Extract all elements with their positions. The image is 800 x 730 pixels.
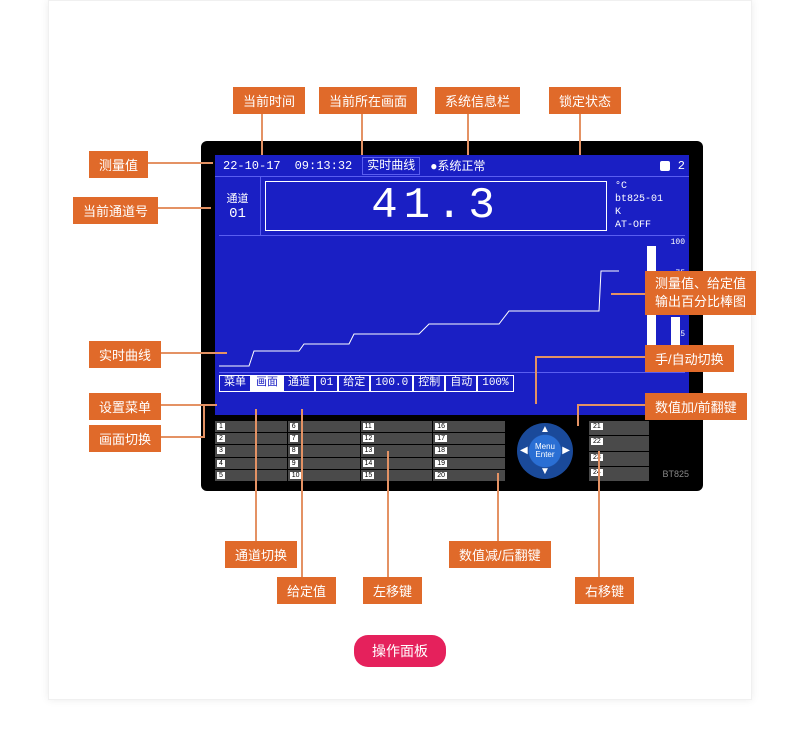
num-key-16[interactable]: 16 <box>433 421 505 432</box>
num-key-12[interactable]: 12 <box>361 433 433 444</box>
dpad: Menu Enter ▲ ▼ ◀ ▶ <box>505 421 585 481</box>
num-key-22[interactable]: 22 <box>589 436 649 450</box>
status-text: ●系统正常 <box>426 157 489 174</box>
lcd-screen: 22-10-17 09:13:32 实时曲线 ●系统正常 2 通道 01 41.… <box>215 155 689 415</box>
num-key-17[interactable]: 17 <box>433 433 505 444</box>
down-arrow-icon[interactable]: ▼ <box>540 467 550 477</box>
button-area: 1234567891011121314151617181920 Menu Ent… <box>215 421 689 481</box>
num-key-11[interactable]: 11 <box>361 421 433 432</box>
set-val: 100.0 <box>370 375 413 392</box>
label-bar-chart: 测量值、给定值输出百分比棒图 <box>645 271 756 315</box>
channel-btn[interactable]: 通道 <box>283 375 315 392</box>
channel-box: 通道 01 <box>215 177 261 235</box>
top-bar: 22-10-17 09:13:32 实时曲线 ●系统正常 2 <box>215 155 689 177</box>
label-auto-switch: 手/自动切换 <box>645 345 734 372</box>
unit-text: °C <box>615 180 689 193</box>
caption-pill: 操作面板 <box>354 635 446 667</box>
ctrl-btn[interactable]: 控制 <box>413 375 445 392</box>
num-key-5[interactable]: 5 <box>215 470 287 481</box>
brand-text: BT825 <box>662 469 689 479</box>
right-arrow-icon[interactable]: ▶ <box>562 446 570 456</box>
left-arrow-icon[interactable]: ◀ <box>520 446 528 456</box>
num-key-9[interactable]: 9 <box>288 458 360 469</box>
label-screen-switch: 画面切换 <box>89 425 161 452</box>
auto-btn[interactable]: 自动 <box>445 375 477 392</box>
ch-val: 01 <box>315 375 338 392</box>
num-key-2[interactable]: 2 <box>215 433 287 444</box>
date-text: 22-10-17 <box>219 159 285 173</box>
pct-val: 100% <box>477 375 513 392</box>
label-dec-key: 数值减/后翻键 <box>449 541 551 568</box>
num-key-7[interactable]: 7 <box>288 433 360 444</box>
ch-label: 通道 <box>227 190 249 206</box>
num-key-1[interactable]: 1 <box>215 421 287 432</box>
label-screen-name: 当前所在画面 <box>319 87 417 114</box>
mode-badge: 实时曲线 <box>362 157 420 175</box>
num-key-4[interactable]: 4 <box>215 458 287 469</box>
set-btn[interactable]: 给定 <box>338 375 370 392</box>
label-sys-info: 系统信息栏 <box>435 87 520 114</box>
info-box: °C bt825-01 K AT-OFF <box>611 177 689 235</box>
label-rt-curve: 实时曲线 <box>89 341 161 368</box>
up-arrow-icon[interactable]: ▲ <box>540 425 550 435</box>
card: 当前时间 当前所在画面 系统信息栏 锁定状态 测量值 当前通道号 实时曲线 设置… <box>48 0 752 700</box>
num-key-18[interactable]: 18 <box>433 445 505 456</box>
menu-btn[interactable]: 菜单 <box>219 375 251 392</box>
lock-icon <box>660 161 670 171</box>
num-key-6[interactable]: 6 <box>288 421 360 432</box>
chart-area: 100 75 50 25 0 <box>219 235 685 373</box>
label-right-key: 右移键 <box>575 577 634 604</box>
num-key-15[interactable]: 15 <box>361 470 433 481</box>
menu-enter-button[interactable]: Menu Enter ▲ ▼ ◀ ▶ <box>517 423 573 479</box>
device-panel: 22-10-17 09:13:32 实时曲线 ●系统正常 2 通道 01 41.… <box>201 141 703 491</box>
label-set-val: 给定值 <box>277 577 336 604</box>
model-text: bt825-01 <box>615 193 689 206</box>
label-left-key: 左移键 <box>363 577 422 604</box>
time-text: 09:13:32 <box>291 159 357 173</box>
type-text: K <box>615 206 689 219</box>
bottom-bar: 菜单 画面 通道 01 给定 100.0 控制 自动 100% <box>215 373 689 393</box>
screen-btn[interactable]: 画面 <box>251 375 283 392</box>
label-set-menu: 设置菜单 <box>89 393 161 420</box>
num-key-8[interactable]: 8 <box>288 445 360 456</box>
value-display: 41.3 <box>265 181 607 231</box>
label-inc-key: 数值加/前翻键 <box>645 393 747 420</box>
label-channel: 当前通道号 <box>73 197 158 224</box>
label-measure: 测量值 <box>89 151 148 178</box>
num-key-20[interactable]: 20 <box>433 470 505 481</box>
num-key-10[interactable]: 10 <box>288 470 360 481</box>
num-key-19[interactable]: 19 <box>433 458 505 469</box>
num-key-14[interactable]: 14 <box>361 458 433 469</box>
num-key-3[interactable]: 3 <box>215 445 287 456</box>
lock-num: 2 <box>678 159 685 173</box>
label-lock: 锁定状态 <box>549 87 621 114</box>
num-key-13[interactable]: 13 <box>361 445 433 456</box>
ch-num: 01 <box>229 206 246 222</box>
main-display: 通道 01 41.3 °C bt825-01 K AT-OFF <box>215 177 689 235</box>
num-key-21[interactable]: 21 <box>589 421 649 435</box>
num-grid: 1234567891011121314151617181920 <box>215 421 505 481</box>
trend-line <box>219 236 619 374</box>
label-time: 当前时间 <box>233 87 305 114</box>
label-ch-switch: 通道切换 <box>225 541 297 568</box>
at-text: AT-OFF <box>615 219 689 232</box>
